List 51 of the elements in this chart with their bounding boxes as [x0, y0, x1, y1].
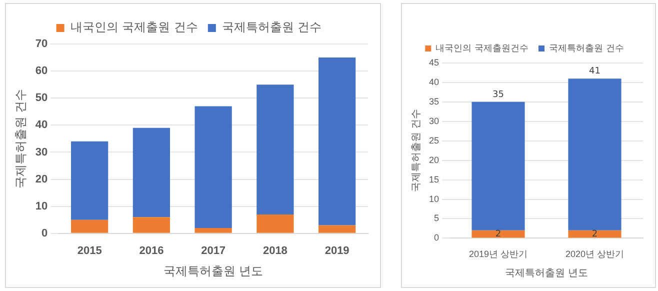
bar: [318, 58, 356, 226]
bar: [568, 78, 622, 230]
x-axis-title: 국제특허출원 년도: [164, 264, 263, 278]
bar: [568, 230, 622, 238]
y-tick-label: 40: [35, 119, 48, 132]
total-label: 35: [492, 90, 504, 100]
data-label: 2: [495, 229, 502, 240]
y-tick-label: 45: [428, 57, 440, 68]
x-tick-label: 2020년 상반기: [565, 249, 624, 260]
legend-label: 내국인의 국제출원건수: [436, 44, 529, 54]
bar: [472, 230, 525, 238]
y-tick-label: 30: [428, 116, 440, 126]
bar: [71, 141, 108, 220]
y-tick-label: 0: [42, 227, 48, 240]
y-tick-label: 25: [428, 135, 440, 146]
x-tick-label: 2018: [262, 245, 288, 258]
y-tick-label: 15: [428, 174, 440, 184]
x-tick-label: 2016: [139, 245, 164, 258]
legend-label: 내국인의 국제출원 건수: [70, 20, 198, 34]
y-tick-label: 10: [35, 200, 48, 212]
y-tick-label: 50: [35, 92, 48, 104]
y-tick-label: 5: [434, 213, 440, 224]
bar: [194, 106, 232, 228]
bar: [132, 217, 170, 233]
bar: [71, 220, 108, 233]
bar: [318, 225, 356, 233]
y-tick-label: 40: [428, 76, 440, 87]
y-tick-label: 60: [35, 65, 48, 78]
y-tick-label: 35: [428, 96, 440, 106]
legend-label: 국제특허출원 건수: [549, 44, 624, 54]
y-tick-label: 20: [428, 154, 440, 165]
bar: [472, 102, 525, 230]
total-label: 41: [589, 66, 600, 76]
x-tick-label: 2017: [201, 245, 226, 258]
y-tick-label: 0: [434, 232, 440, 243]
x-axis-title: 국제특허출원 년도: [505, 268, 588, 279]
x-tick-label: 2015: [77, 245, 102, 258]
bar: [132, 128, 170, 218]
y-tick-label: 10: [428, 194, 440, 204]
data-label: 2: [592, 229, 598, 240]
y-axis-title: 국제특허출원 건수: [410, 109, 422, 192]
x-tick-label: 2019: [324, 245, 350, 258]
y-axis-title: 국제특허출원 건수: [14, 89, 28, 188]
bar: [256, 214, 294, 233]
legend-label: 국제특허출원 건수: [222, 20, 322, 34]
y-tick-label: 20: [35, 173, 48, 186]
y-tick-label: 30: [35, 146, 48, 158]
bar: [194, 228, 232, 233]
x-tick-label: 2019년 상반기: [468, 249, 528, 260]
y-tick-label: 70: [35, 38, 48, 50]
bar: [256, 84, 294, 214]
